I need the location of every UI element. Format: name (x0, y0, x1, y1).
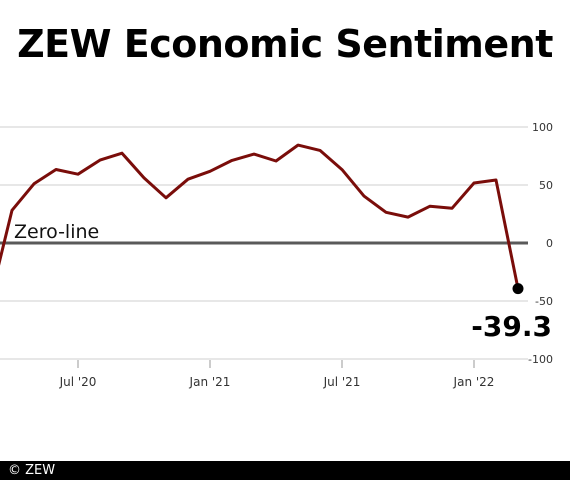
copyright-text: © ZEW (8, 463, 56, 478)
last-value-label: -39.3 (471, 310, 552, 343)
annotation-group: Zero-line -39.3 (14, 221, 552, 343)
series-group (0, 143, 524, 295)
y-axis-ticks: 100 50 0 -50 -100 (528, 121, 553, 366)
last-point-marker (512, 283, 524, 295)
y-tick-label: 50 (539, 179, 553, 192)
chart-title: ZEW Economic Sentiment (17, 22, 553, 66)
y-tick-label: 100 (532, 121, 553, 134)
zero-line-label: Zero-line (14, 221, 99, 243)
x-tick-label: Jan '22 (453, 375, 495, 389)
y-tick-label: -50 (535, 295, 553, 308)
x-tick-label: Jul '20 (59, 375, 97, 389)
line-chart: 100 50 0 -50 -100 Jul '20 Jan '21 Jul '21 Jan '… (0, 121, 553, 389)
y-tick-label: -100 (528, 353, 553, 366)
grid-lines (0, 126, 528, 360)
data-line (0, 143, 520, 291)
x-tick-label: Jul '21 (323, 375, 361, 389)
y-tick-label: 0 (546, 237, 553, 250)
x-axis-ticks: Jul '20 Jan '21 Jul '21 Jan '22 (59, 360, 495, 389)
x-tick-label: Jan '21 (189, 375, 231, 389)
footer-bar: © ZEW (0, 461, 570, 480)
